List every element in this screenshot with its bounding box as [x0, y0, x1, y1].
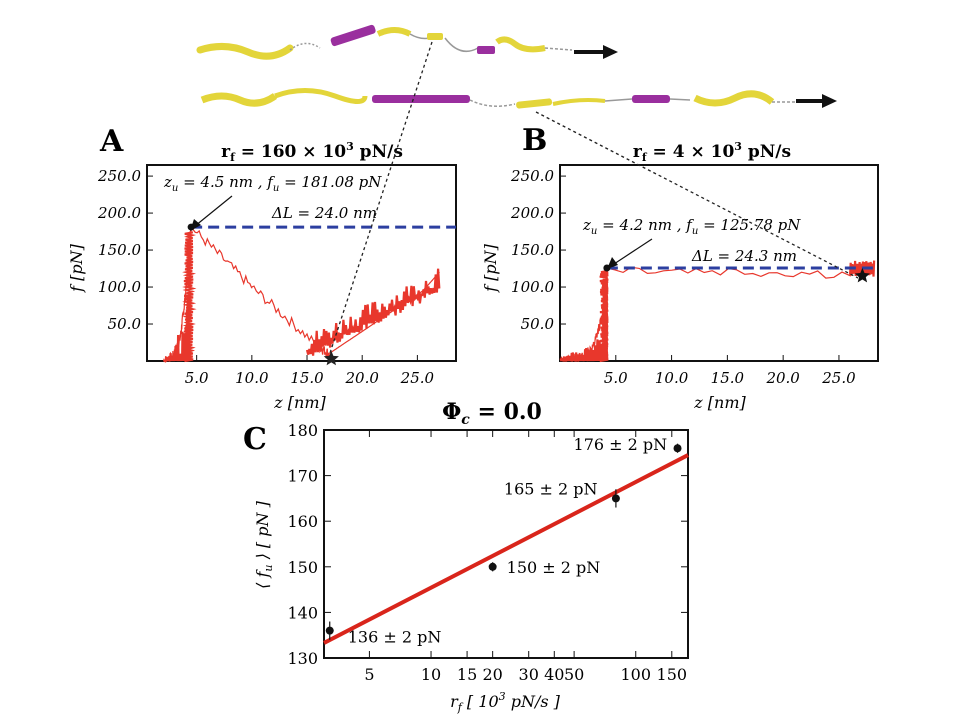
- panel-a-frame: [146, 164, 457, 362]
- noise-band-path: [560, 260, 876, 363]
- panel-b-y-ticks: 50.0 100.0 150.0 200.0 250.0: [510, 167, 566, 333]
- panel-b-y-label: f [pN]: [481, 243, 500, 292]
- panel-a-y-ticks: 50.0 100.0 150.0 200.0 250.0: [97, 167, 153, 333]
- panel-a-x-ticks: 5.0 10.0 15.0 20.0 25.0: [185, 355, 435, 387]
- panel-label-c: C: [243, 422, 267, 457]
- panel-a-star-marker: [323, 350, 339, 366]
- y-tick-label: 130: [287, 649, 318, 668]
- panel-c-title: Φc = 0.0: [442, 399, 542, 428]
- panel-c-data-points: 136 ± 2 pN 150 ± 2 pN 165 ± 2 pN 176 ± 2 pN: [325, 435, 682, 647]
- x-tick-label: 5.0: [604, 369, 628, 387]
- y-tick-label: 170: [287, 467, 318, 486]
- panel-b-unfold-annotation: zu = 4.2 nm , fu = 125.78 pN: [582, 216, 801, 237]
- x-tick-label: 40: [544, 665, 564, 684]
- x-tick-label: 15.0: [711, 369, 745, 387]
- x-tick-label: 25.0: [821, 369, 856, 387]
- panel-a-annotation-arrow: [194, 195, 233, 227]
- panel-a-force-trace: [163, 225, 440, 363]
- y-tick-label: 150.0: [511, 241, 554, 259]
- panel-b-x-label: z [nm]: [693, 393, 746, 412]
- panel-c-x-label: rf [ 103 pN/s ]: [450, 690, 561, 714]
- panel-c-y-ticks: 130 140 150 160 170 180: [287, 421, 688, 668]
- data-point-label: 176 ± 2 pN: [574, 435, 668, 454]
- x-tick-label: 20.0: [344, 369, 379, 387]
- y-tick-label: 200.0: [97, 204, 141, 222]
- panel-b-annotation-arrow: [613, 238, 653, 265]
- x-tick-label: 100: [620, 665, 651, 684]
- x-tick-label: 10.0: [655, 369, 689, 387]
- panel-a: A rf = 160 × 103 pN/s 50.0 100.0 150.0 200.…: [67, 124, 457, 412]
- panel-a-x-label: z [nm]: [273, 393, 326, 412]
- panel-c-y-label: ⟨ fu ⟩ [ pN ]: [253, 500, 275, 588]
- protein-cartoon-bottom: [200, 88, 837, 109]
- panel-c-x-ticks: 5 10 15 20 30 40 50 100 150: [364, 430, 687, 684]
- y-tick-label: 150: [287, 558, 318, 577]
- panel-b-delta-l: ΔL = 24.3 nm: [691, 247, 797, 265]
- x-tick-label: 15.0: [290, 369, 324, 387]
- panel-b-noise-band: [560, 260, 876, 363]
- panel-b-frame: [559, 164, 879, 362]
- panel-b-x-ticks: 5.0 10.0 15.0 20.0 25.0: [604, 355, 856, 387]
- y-tick-label: 250.0: [97, 167, 141, 185]
- y-tick-label: 150.0: [98, 241, 141, 259]
- protein-cartoon-top: [196, 24, 618, 60]
- panel-b: B rf = 4 × 103 pN/s 50.0 100.0 150.0 200.0 2…: [481, 123, 879, 412]
- panel-label-b: B: [522, 123, 547, 158]
- panel-a-delta-l: ΔL = 24.0 nm: [271, 204, 377, 222]
- y-tick-label: 140: [287, 603, 318, 622]
- x-tick-label: 10.0: [235, 369, 269, 387]
- panel-b-star-marker: [854, 267, 870, 283]
- data-point-label: 165 ± 2 pN: [504, 479, 598, 498]
- y-tick-label: 50.0: [521, 315, 555, 333]
- panel-a-y-label: f [pN]: [67, 243, 86, 292]
- x-tick-label: 25.0: [400, 369, 435, 387]
- y-tick-label: 200.0: [510, 204, 554, 222]
- x-tick-label: 30: [519, 665, 539, 684]
- y-tick-label: 160: [287, 512, 318, 531]
- connector-line-b: [535, 111, 859, 279]
- x-tick-label: 5: [364, 665, 374, 684]
- x-tick-label: 50: [564, 665, 584, 684]
- data-point-label: 150 ± 2 pN: [507, 558, 601, 577]
- panel-c: C Φc = 0.0 130 140 150 160 170 180 5 10 15 20 30 4…: [243, 399, 689, 714]
- noise-band-path: [163, 231, 441, 363]
- x-tick-label: 15: [457, 665, 477, 684]
- data-point: [488, 562, 497, 571]
- data-point: [673, 444, 682, 453]
- connector-line-a: [329, 41, 433, 354]
- x-tick-label: 150: [657, 665, 688, 684]
- x-tick-label: 20: [482, 665, 502, 684]
- data-point: [325, 626, 334, 635]
- y-tick-label: 180: [287, 421, 318, 440]
- panel-label-a: A: [99, 124, 124, 159]
- y-tick-label: 50.0: [108, 315, 142, 333]
- panel-a-noise-band: [163, 231, 441, 363]
- x-tick-label: 20.0: [765, 369, 800, 387]
- data-point: [611, 494, 620, 503]
- y-tick-label: 100.0: [98, 278, 141, 296]
- x-tick-label: 10: [421, 665, 441, 684]
- data-point-label: 136 ± 2 pN: [348, 628, 442, 647]
- y-tick-label: 250.0: [510, 167, 554, 185]
- panel-c-fit-line: [323, 453, 689, 645]
- panel-a-unfold-annotation: zu = 4.5 nm , fu = 181.08 pN: [163, 173, 382, 194]
- panel-b-title: rf = 4 × 103 pN/s: [633, 140, 791, 164]
- panel-c-frame: [323, 429, 689, 659]
- x-tick-label: 5.0: [185, 369, 209, 387]
- panel-a-title: rf = 160 × 103 pN/s: [221, 140, 403, 164]
- y-tick-label: 100.0: [511, 278, 554, 296]
